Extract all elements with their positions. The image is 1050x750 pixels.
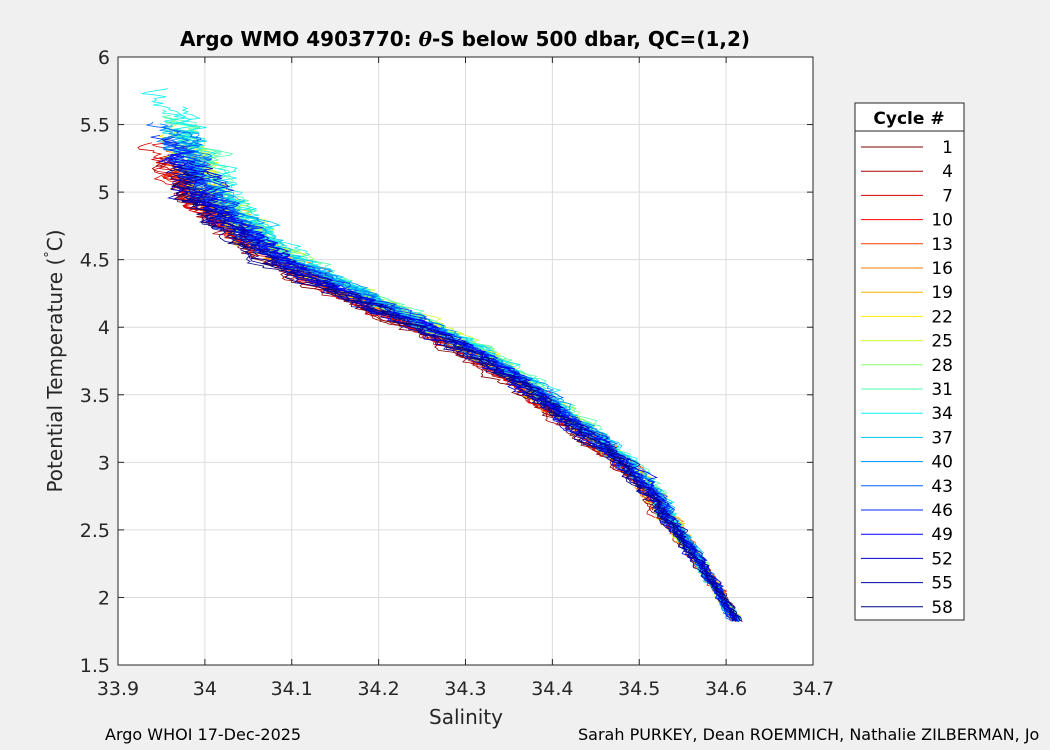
y-tick-label: 1.5 [80,655,110,677]
y-tick-label: 6 [98,47,110,69]
x-tick-label: 34.5 [618,678,660,700]
y-tick-label: 4.5 [80,250,110,272]
profile-line-cycle-57 [169,161,742,621]
x-tick-label: 34.2 [357,678,399,700]
legend-label: 34 [931,404,953,424]
legend-label: 49 [931,525,953,545]
y-tick-label: 4 [98,317,110,339]
x-axis-label: Salinity [429,705,503,729]
y-axis-label: Potential Temperature (°C) [43,229,67,492]
y-tick-label: 5.5 [80,115,110,137]
legend-label: 13 [931,235,953,255]
legend-label: 28 [931,356,953,376]
legend-label: 25 [931,332,953,352]
legend-label: 10 [931,211,953,231]
profile-line-cycle-55 [186,186,743,622]
legend-label: 4 [942,162,953,182]
profile-line-cycle-50 [167,155,738,621]
legend-label: 40 [931,453,953,473]
y-tick-label: 3.5 [80,385,110,407]
legend-label: 19 [931,283,953,303]
x-tick-label: 34.7 [792,678,834,700]
legend-label: 58 [931,598,953,618]
footer-credit: Argo WHOI 17-Dec-2025 [105,725,302,744]
legend-label: 52 [931,549,953,569]
y-tick-label: 3 [98,452,110,474]
x-tick-label: 34.3 [444,678,486,700]
x-tick-label: 34.6 [705,678,747,700]
legend-label: 37 [931,428,953,448]
legend-title: Cycle # [873,109,944,129]
legend-label: 16 [931,259,953,279]
ticks: 33.9 34 34.1 34.2 34.3 34.4 34.5 34.6 34.71.522.… [80,47,834,700]
legend-label: 22 [931,307,953,327]
x-tick-label: 33.9 [97,678,139,700]
x-tick-label: 34.4 [531,678,573,700]
x-tick-label: 34.1 [271,678,313,700]
chart-title: Argo WMO 4903770: θ-S below 500 dbar, QC… [180,27,750,51]
legend-label: 7 [942,186,953,206]
x-tick-label: 34 [193,678,217,700]
data-layer [137,88,743,623]
legend-label: 31 [931,380,953,400]
y-tick-label: 2 [98,587,110,609]
legend-label: 55 [931,574,953,594]
y-tick-label: 2.5 [80,520,110,542]
legend: Cycle # 1 4 7 10 13 16 19 22 25 28 31 34 37 40 43 46 49 5… [854,102,965,621]
legend-label: 1 [942,138,953,158]
footer-authors: Sarah PURKEY, Dean ROEMMICH, Nathalie ZI… [578,725,1040,744]
profile-line-cycle-58 [179,173,737,622]
y-tick-label: 5 [98,182,110,204]
legend-label: 43 [931,477,953,497]
legend-label: 46 [931,501,953,521]
